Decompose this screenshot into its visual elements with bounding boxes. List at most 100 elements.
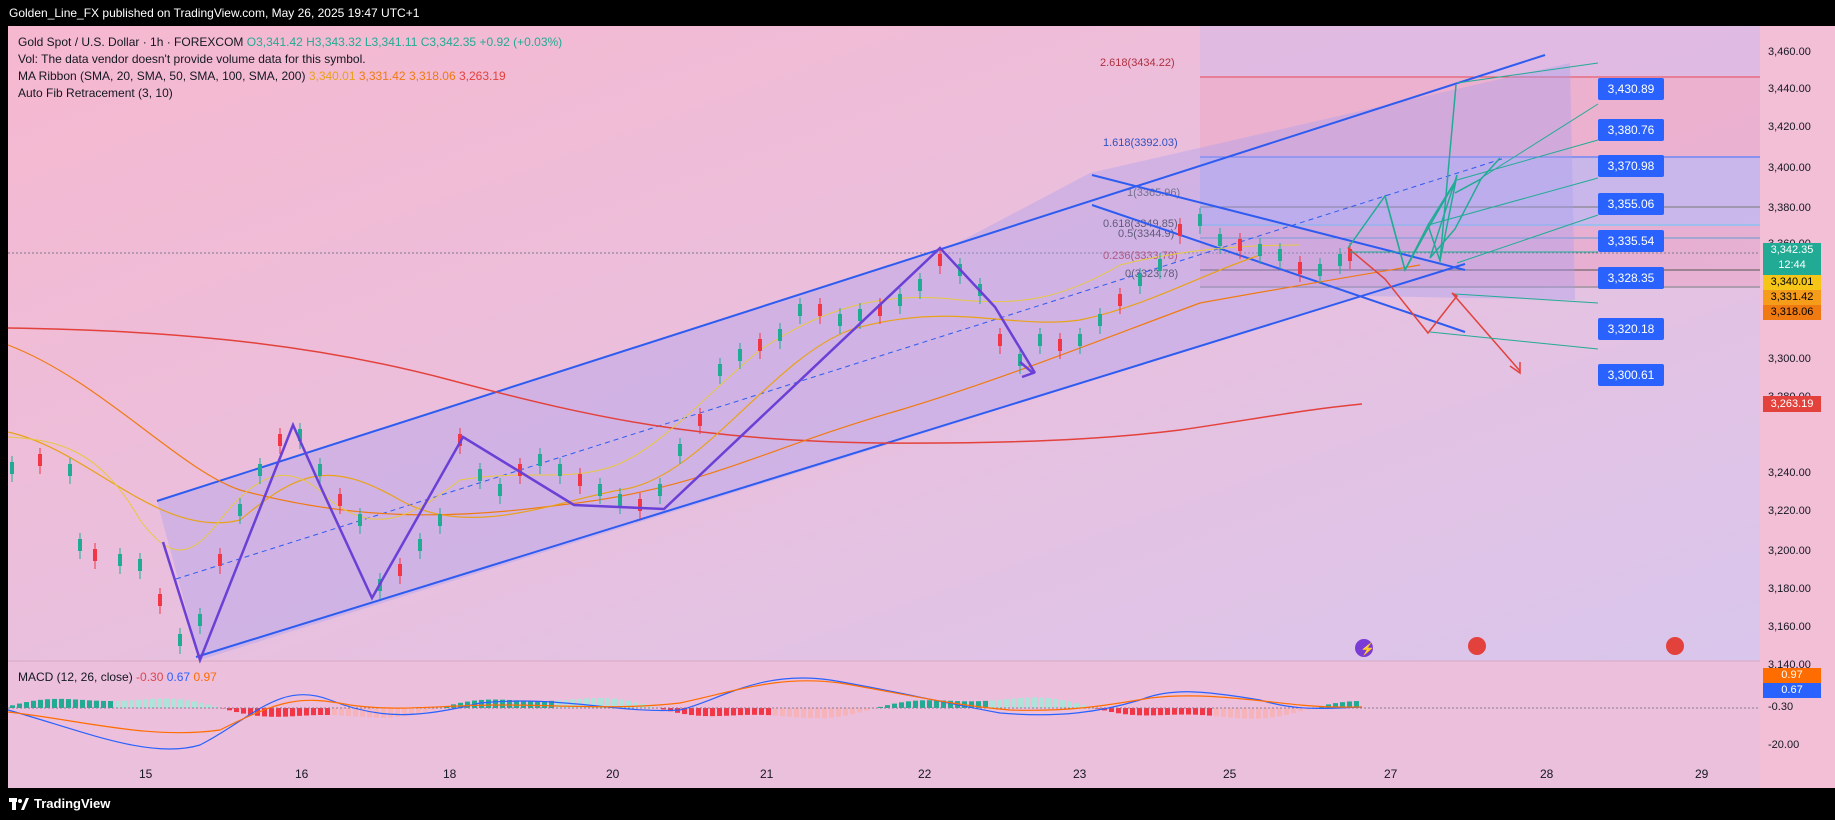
wave-pattern: [161, 246, 1037, 664]
time-axis-label: 20: [606, 767, 620, 781]
macd-bar: [913, 700, 918, 708]
macd-bar: [808, 708, 813, 719]
tradingview-logo[interactable]: TradingView: [9, 796, 110, 811]
macd-bar: [577, 698, 582, 708]
svg-text:⚡: ⚡: [1360, 642, 1375, 656]
event-icons: ⚡: [1355, 637, 1684, 657]
macd-bar: [94, 700, 99, 708]
macd-bar: [241, 708, 246, 714]
macd-bar: [1207, 708, 1212, 716]
signal-line: [7, 680, 1363, 734]
macd-bar: [1200, 708, 1205, 716]
candle-body: [658, 484, 662, 496]
channel-lower: [195, 263, 1466, 658]
fib-zone-middle: [1200, 156, 1760, 226]
macd-bar: [129, 700, 134, 708]
macd-bar: [269, 708, 274, 717]
candle-body: [118, 554, 122, 566]
macd-bar: [1263, 708, 1268, 719]
time-axis-label: 27: [1384, 767, 1398, 781]
macd-bar: [626, 700, 631, 708]
macd-bar: [822, 708, 827, 719]
target-price-label: 3,328.35: [1598, 267, 1664, 289]
macd-bar: [1347, 701, 1352, 708]
macd-bar: [1235, 708, 1240, 719]
price-axis-label: 3,240.00: [1768, 467, 1811, 479]
macd-bar: [850, 708, 855, 715]
macd-bar: [738, 708, 743, 716]
macd-bar: [1340, 702, 1345, 708]
macd-bar: [367, 708, 372, 718]
fib-zone-lower: [1200, 226, 1760, 286]
event-flash-icon: [1355, 639, 1373, 657]
candle-body: [178, 634, 182, 646]
macd-bar: [395, 708, 400, 717]
macd-bar: [885, 705, 890, 708]
ohlc-change: +0.92 (+0.03%): [479, 35, 563, 49]
macd-bar: [1256, 708, 1261, 719]
macd-bar: [234, 708, 239, 713]
ma-ribbon-legend[interactable]: MA Ribbon (SMA, 20, SMA, 50, SMA, 100, S…: [18, 68, 562, 85]
chart-frame[interactable]: 2.618(3434.22) 1.618(3392.03) 1(3365.96)…: [0, 26, 1835, 788]
candle-body: [1018, 354, 1022, 366]
chart-svg[interactable]: 2.618(3434.22) 1.618(3392.03) 1(3365.96)…: [0, 26, 1835, 788]
fib-zone-upper: [1200, 76, 1760, 156]
macd-bar: [794, 708, 799, 718]
target-price-label: 3,300.61: [1598, 364, 1664, 386]
candle-body: [918, 279, 922, 291]
candle-body: [518, 464, 522, 476]
time-axis-label: 23: [1073, 767, 1087, 781]
volume-note[interactable]: Vol: The data vendor doesn't provide vol…: [18, 52, 366, 66]
macd-bar: [416, 708, 421, 714]
price-axis-label: 3,400.00: [1768, 162, 1811, 174]
candle-body: [398, 564, 402, 576]
macd-bar: [1249, 708, 1254, 719]
macd-bar: [185, 700, 190, 708]
candle-body: [358, 514, 362, 526]
candle-body: [778, 329, 782, 341]
ma20-tag: 3,340.01: [1763, 275, 1821, 290]
candle-body: [878, 304, 882, 316]
macd-bar: [66, 699, 71, 708]
macd-bar: [381, 708, 386, 718]
macd-bar: [696, 708, 701, 716]
last-price: 3,342.35: [1770, 244, 1814, 256]
macd-bar: [766, 708, 771, 716]
macd-bar: [108, 701, 113, 708]
target-price-label: 3,370.98: [1598, 155, 1664, 177]
macd-bar: [689, 708, 694, 716]
macd-bar: [801, 708, 806, 718]
macd-bar: [150, 698, 155, 708]
macd-bar: [1123, 708, 1128, 715]
macd-bar: [24, 702, 29, 708]
candle-body: [1098, 314, 1102, 326]
macd-bar: [290, 708, 295, 717]
macd-bar: [17, 703, 22, 708]
legend-symbol-row[interactable]: Gold Spot / U.S. Dollar · 1h · FOREXCOM …: [18, 34, 562, 51]
time-axis-background: [8, 761, 1760, 788]
candle-body: [1118, 294, 1122, 306]
candle-body: [158, 594, 162, 606]
candle-body: [68, 464, 72, 476]
target-price-label: 3,380.76: [1598, 119, 1664, 141]
event-flag-icon: [1468, 637, 1486, 655]
candle-body: [1078, 334, 1082, 346]
price-axis-label: 3,420.00: [1768, 121, 1811, 133]
macd-legend[interactable]: MACD (12, 26, close) -0.30 0.67 0.97: [18, 670, 217, 684]
symbol-title[interactable]: Gold Spot / U.S. Dollar · 1h · FOREXCOM: [18, 35, 244, 49]
candle-body: [278, 434, 282, 446]
macd-bar: [59, 698, 64, 708]
candle-body: [1158, 259, 1162, 271]
macd-bar: [248, 708, 253, 715]
fib-legend[interactable]: Auto Fib Retracement (3, 10): [18, 86, 173, 100]
macd-bar: [710, 708, 715, 717]
macd-bar: [1081, 705, 1086, 708]
macd-bar: [1144, 708, 1149, 716]
macd-bar: [661, 708, 666, 710]
bar-countdown: 12:44: [1778, 259, 1806, 271]
channel-mid: [175, 157, 1506, 580]
macd-bar: [479, 699, 484, 708]
macd-line: [7, 677, 1363, 750]
macd-title: MACD (12, 26, close): [18, 670, 133, 684]
candle-body: [418, 539, 422, 551]
